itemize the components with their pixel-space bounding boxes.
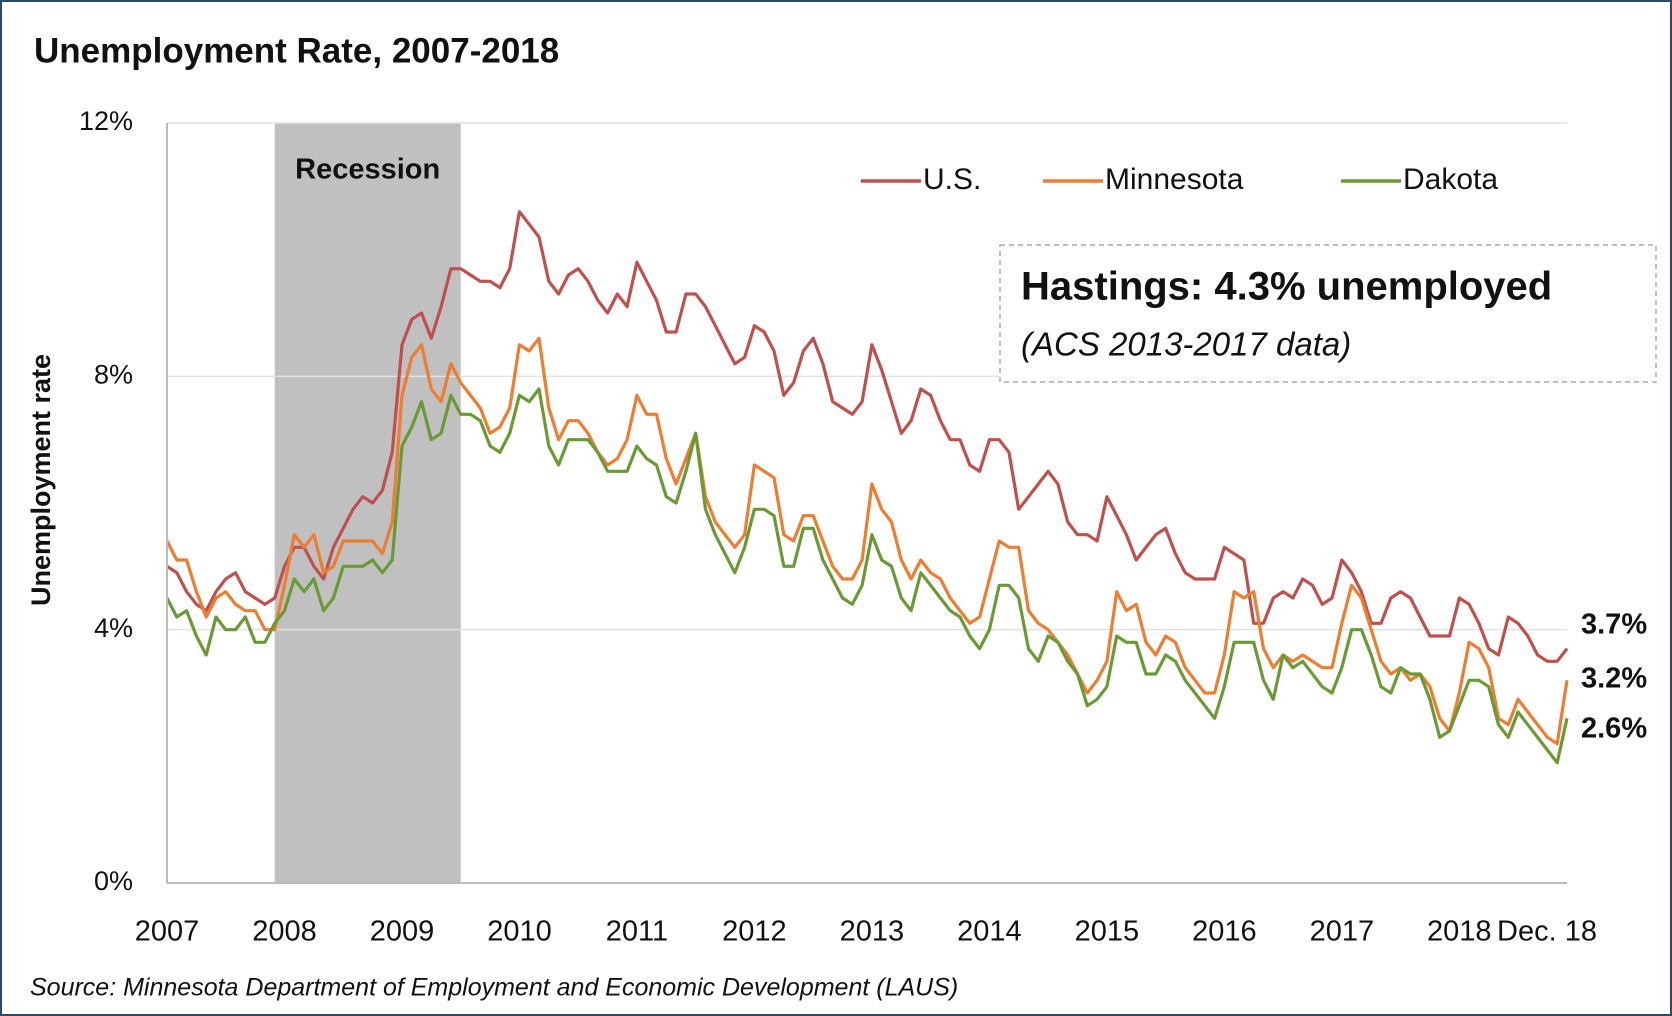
recession-band: [274, 123, 461, 883]
chart-title: Unemployment Rate, 2007-2018: [34, 31, 559, 70]
source: Source: Minnesota Department of Employme…: [30, 974, 958, 1002]
x-tick-label: 2015: [1075, 916, 1140, 948]
x-tick-label: 2009: [370, 916, 435, 948]
y-axis-label: Unemployment rate: [26, 354, 56, 606]
y-tick-label: 12%: [79, 106, 133, 136]
annotation-subtitle: (ACS 2013-2017 data): [1021, 326, 1351, 363]
legend-label: Dakota: [1403, 163, 1498, 196]
series-line: [165, 387, 1569, 765]
x-tick-label: 2017: [1310, 916, 1375, 948]
value-label: 3.7%: [1581, 609, 1647, 641]
y-tick-label: 4%: [94, 613, 133, 643]
series-line: [166, 210, 1569, 663]
y-tick-label: 0%: [94, 866, 133, 896]
x-tick-label: 2010: [487, 916, 552, 948]
legend-label: U.S.: [923, 163, 981, 196]
series-line: [165, 336, 1569, 746]
x-tick-label: 2016: [1192, 916, 1257, 948]
recession-label: Recession: [295, 154, 440, 186]
x-tick-label: 2007: [135, 916, 200, 948]
annotation-title: Hastings: 4.3% unemployed: [1021, 265, 1552, 309]
x-tick-label: 2012: [722, 916, 787, 948]
legend-label: Minnesota: [1105, 163, 1244, 196]
x-tick-label: 2011: [606, 916, 668, 948]
x-tick-label: 2008: [252, 916, 317, 948]
value-label: 3.2%: [1581, 663, 1647, 695]
y-tick-label: 8%: [94, 359, 133, 389]
x-tick-label: 2014: [957, 916, 1022, 948]
x-tick-label: 2018: [1427, 916, 1492, 948]
x-tick-label: Dec. 18: [1497, 916, 1597, 948]
value-label: 2.6%: [1581, 713, 1647, 745]
x-tick-label: 2013: [840, 916, 905, 948]
annotation-box: [999, 244, 1657, 383]
